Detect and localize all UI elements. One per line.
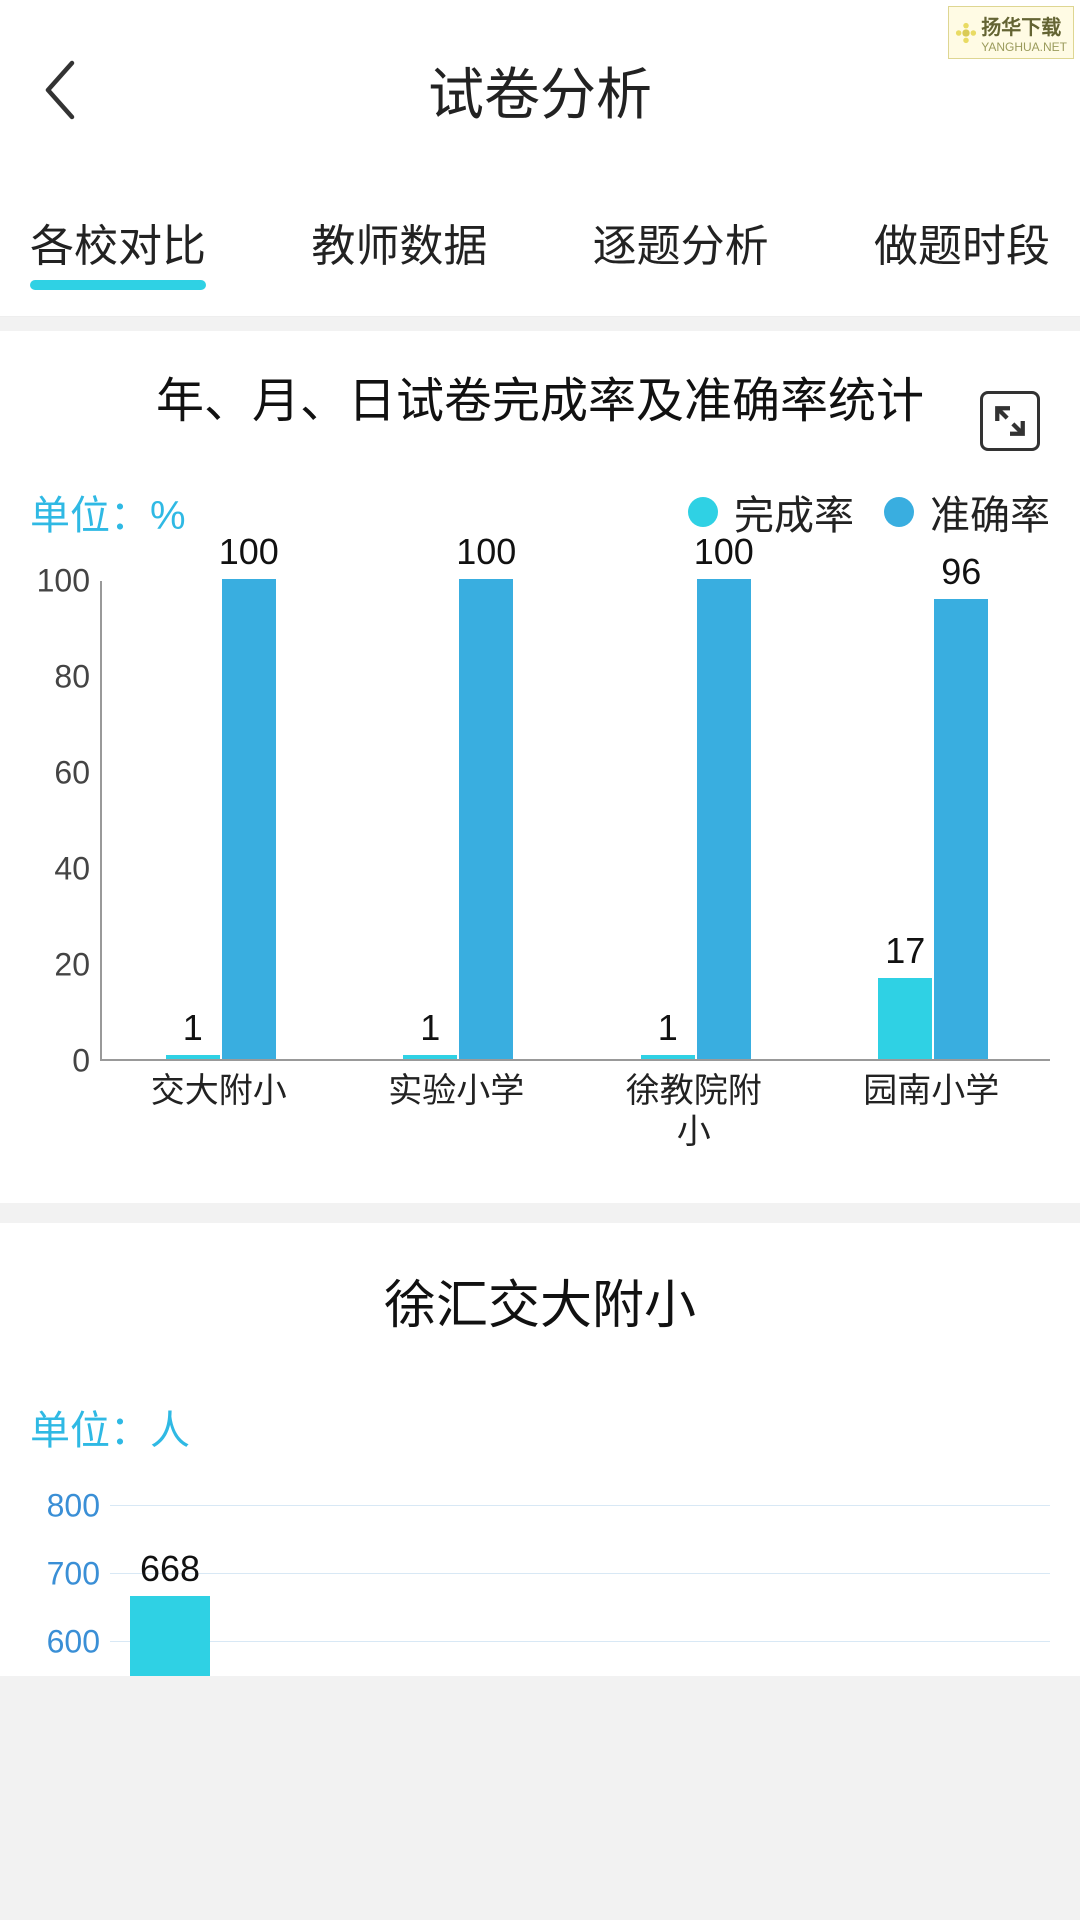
chart2-plot-area: 800700600 668 [30, 1506, 1050, 1676]
chart1-bar-group: 1796 [878, 599, 988, 1060]
header-bar: 试卷分析 [0, 0, 1080, 180]
chart2-gridline [110, 1505, 1050, 1506]
flower-icon [955, 22, 977, 44]
chart1-x-label: 园南小学 [813, 1061, 1051, 1153]
chart1-y-tick: 40 [54, 851, 90, 888]
chart1-bar-value: 100 [456, 531, 516, 573]
chart2-y-tick: 600 [47, 1623, 100, 1660]
chart2-card: 徐汇交大附小 单位：人 800 700 600 668 [0, 1223, 1080, 1676]
legend-dot-completion [688, 497, 718, 527]
chevron-left-icon [42, 60, 78, 120]
chart1-plot-area: 020406080100 1100110011001796 [30, 581, 1050, 1061]
chart1-x-label: 徐教院附小 [575, 1061, 813, 1153]
chart2-unit-label: 单位：人 [30, 1398, 190, 1456]
chart1-bar: 1 [403, 1055, 457, 1060]
chart1-x-labels: 交大附小实验小学徐教院附小园南小学 [100, 1061, 1050, 1153]
chart1-bar: 1 [166, 1055, 220, 1060]
chart2-bar-value: 668 [140, 1548, 200, 1590]
chart2-y-tick: 800 [47, 1487, 100, 1524]
chart1-bar-group: 1100 [166, 579, 276, 1059]
expand-button[interactable] [980, 391, 1040, 451]
chart1-bar-value: 17 [885, 930, 925, 972]
chart2-unit-row: 单位：人 [30, 1398, 1050, 1456]
chart1-legend-row: 单位：% 完成率 准确率 [30, 483, 1050, 541]
tab-question-analysis[interactable]: 逐题分析 [593, 210, 769, 286]
chart1-y-tick: 0 [72, 1043, 90, 1080]
chart1-title: 年、月、日试卷完成率及准确率统计 [30, 371, 1050, 433]
legend-dot-accuracy [884, 497, 914, 527]
chart1-y-tick: 100 [37, 563, 90, 600]
chart2-title: 徐汇交大附小 [30, 1263, 1050, 1338]
chart1-x-label: 交大附小 [100, 1061, 338, 1153]
chart1-x-label: 实验小学 [338, 1061, 576, 1153]
back-button[interactable] [30, 60, 90, 120]
chart1-y-tick: 80 [54, 659, 90, 696]
chart1-card: 年、月、日试卷完成率及准确率统计 单位：% 完成率 准确率 0 20 40 60 80 1… [0, 331, 1080, 1203]
chart2-y-axis: 800700600 [30, 1506, 110, 1676]
chart2-y-tick: 700 [47, 1555, 100, 1592]
chart1-bar: 96 [934, 599, 988, 1060]
chart1-unit-label: 单位：% [30, 483, 186, 541]
watermark: 扬华下载 YANGHUA.NET [948, 6, 1074, 59]
chart1-y-axis: 020406080100 [30, 581, 100, 1061]
chart2-plot: 668 [110, 1506, 1050, 1676]
tab-school-compare[interactable]: 各校对比 [30, 210, 206, 286]
chart1-bar-value: 96 [941, 551, 981, 593]
chart1-bar-value: 1 [183, 1007, 203, 1049]
chart1-bar: 17 [878, 978, 932, 1060]
page-title: 试卷分析 [0, 50, 1080, 131]
chart1-bar-group: 1100 [641, 579, 751, 1059]
chart2-gridline [110, 1641, 1050, 1642]
chart1-bar-value: 1 [658, 1007, 678, 1049]
chart1-bar-value: 100 [694, 531, 754, 573]
chart1-bar-value: 100 [219, 531, 279, 573]
chart1-bar-group: 1100 [403, 579, 513, 1059]
tab-time-period[interactable]: 做题时段 [874, 210, 1050, 286]
chart1-bar: 100 [459, 579, 513, 1059]
chart1-bar: 100 [697, 579, 751, 1059]
watermark-cn: 扬华下载 [981, 11, 1067, 40]
chart1-y-tick: 20 [54, 947, 90, 984]
chart1-plot: 1100110011001796 [100, 581, 1050, 1061]
chart2-bar: 668 [130, 1596, 210, 1676]
tabs-bar: 各校对比 教师数据 逐题分析 做题时段 [0, 180, 1080, 317]
legend-item-accuracy: 准确率 [884, 483, 1050, 541]
expand-icon [993, 404, 1027, 438]
watermark-en: YANGHUA.NET [981, 40, 1067, 54]
chart1-bar: 1 [641, 1055, 695, 1060]
legend-label-accuracy: 准确率 [930, 483, 1050, 541]
chart2-gridline [110, 1573, 1050, 1574]
chart1-y-tick: 60 [54, 755, 90, 792]
chart1-bar-value: 1 [420, 1007, 440, 1049]
chart1-bar: 100 [222, 579, 276, 1059]
tab-teacher-data[interactable]: 教师数据 [311, 210, 487, 286]
